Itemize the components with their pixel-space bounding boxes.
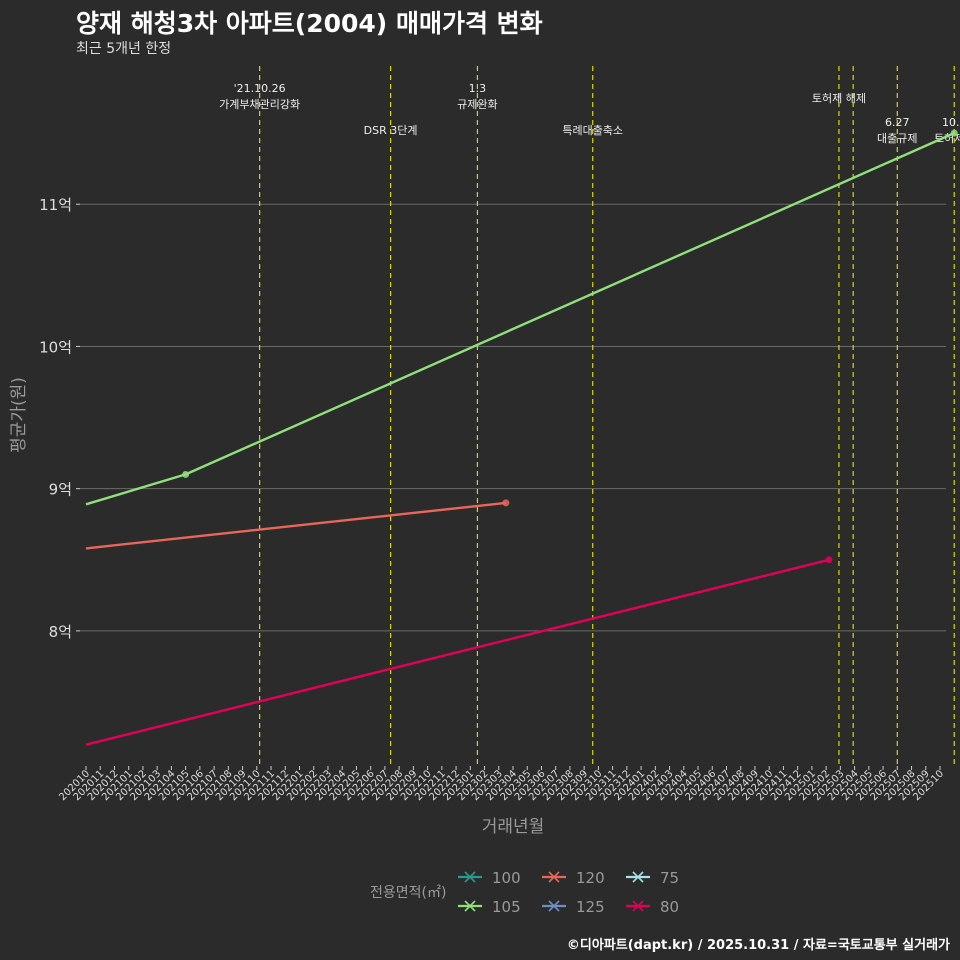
legend-item-120: 120 xyxy=(542,869,605,887)
event-label: DSR 3단계 xyxy=(364,124,418,137)
data-point xyxy=(502,499,510,507)
x-axis-label: 거래년월 xyxy=(482,817,545,837)
legend-item-75: 75 xyxy=(626,869,679,887)
chart-title: 양재 해청3차 아파트(2004) 매매가격 변화 xyxy=(76,9,543,38)
event-label: 1.3 xyxy=(469,82,487,95)
event-label: 10.1 xyxy=(942,116,960,129)
event-label: 규제완화 xyxy=(457,98,497,111)
data-point xyxy=(182,470,190,478)
legend-label: 100 xyxy=(492,869,521,887)
legend-label: 105 xyxy=(492,898,521,916)
legend-item-80: 80 xyxy=(626,898,679,916)
legend-key-cross xyxy=(548,871,560,883)
data-point xyxy=(950,129,958,137)
legend-item-100: 100 xyxy=(458,869,521,887)
legend-label: 80 xyxy=(660,898,679,916)
data-point xyxy=(825,556,833,564)
source-caption: ©디아파트(dapt.kr) / 2025.10.31 / 자료=국토교통부 실… xyxy=(566,938,950,953)
series-line-105 xyxy=(85,132,955,506)
legend-key-cross xyxy=(632,900,644,912)
legend-label: 75 xyxy=(660,869,679,887)
legend-item-125: 125 xyxy=(542,898,605,916)
grid-lines xyxy=(80,203,946,632)
event-label: 토허제 해제 xyxy=(812,91,866,105)
legend-item-105: 105 xyxy=(458,898,521,916)
chart-subtitle: 최근 5개년 한정 xyxy=(76,41,172,57)
y-tick-label: 11억 xyxy=(39,196,72,214)
legend-label: 125 xyxy=(576,898,605,916)
event-label: 특례대출축소 xyxy=(562,124,623,137)
legend-key-cross xyxy=(548,900,560,912)
y-axis: 8억 9억 10억 11억 xyxy=(39,196,80,641)
y-tick-label: 10억 xyxy=(39,338,72,356)
legend-key-cross xyxy=(464,871,476,883)
event-label: 가계부채관리강화 xyxy=(219,98,300,111)
y-tick-label: 9억 xyxy=(49,481,72,499)
legend-key-cross xyxy=(464,900,476,912)
legend-title: 전용면적(㎡) xyxy=(370,885,446,901)
y-tick-label: 8억 xyxy=(49,623,72,641)
legend-key-cross xyxy=(632,871,644,883)
legend: 전용면적(㎡) 100 105 120 125 75 80 xyxy=(370,869,679,916)
legend-label: 120 xyxy=(576,869,605,887)
y-axis-label: 평균가(원) xyxy=(9,377,29,453)
event-label: '21.10.26 xyxy=(234,82,286,95)
event-label: 대출규제 xyxy=(877,132,917,145)
series-lines xyxy=(85,129,958,746)
x-axis: 2020102020112020122021012021022021032021… xyxy=(57,766,946,803)
series-line-80 xyxy=(85,558,830,746)
event-label: 6.27 xyxy=(885,116,910,129)
series-line-120 xyxy=(85,501,507,550)
